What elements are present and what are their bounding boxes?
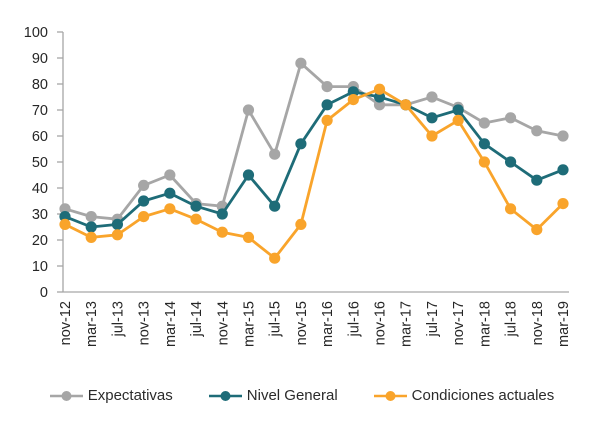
data-point-marker bbox=[400, 99, 412, 111]
y-axis-label: 0 bbox=[40, 285, 48, 301]
data-point-marker bbox=[295, 138, 307, 150]
x-axis-label: nov-16 bbox=[373, 301, 389, 345]
data-point-marker bbox=[269, 200, 281, 212]
legend-label: Nivel General bbox=[246, 387, 338, 404]
data-point-marker bbox=[478, 117, 490, 129]
x-axis-label: mar-15 bbox=[241, 301, 257, 347]
data-point-marker bbox=[216, 208, 228, 220]
legend-line-marker-icon bbox=[373, 390, 407, 402]
x-axis-label: nov-12 bbox=[58, 301, 74, 345]
x-axis-label: jul-16 bbox=[346, 301, 362, 337]
data-point-marker bbox=[59, 203, 71, 215]
data-point-marker bbox=[111, 229, 124, 241]
x-axis-label: mar-14 bbox=[163, 301, 179, 347]
y-axis-label: 40 bbox=[32, 181, 48, 197]
data-point-marker bbox=[347, 94, 359, 106]
legend-line-marker-icon bbox=[49, 390, 83, 402]
data-point-marker bbox=[59, 211, 71, 223]
y-axis-label: 30 bbox=[32, 207, 48, 223]
data-point-marker bbox=[138, 195, 150, 207]
series-line-condiciones-actuales bbox=[63, 87, 565, 260]
data-point-marker bbox=[426, 112, 438, 124]
legend-line-marker-icon bbox=[208, 390, 242, 402]
y-axis-label: 90 bbox=[32, 51, 48, 67]
data-point-marker bbox=[190, 213, 202, 225]
y-axis-label: 10 bbox=[32, 259, 48, 275]
data-point-marker bbox=[557, 130, 569, 142]
y-axis-label: 100 bbox=[24, 25, 48, 41]
x-axis-label: mar-18 bbox=[477, 301, 493, 347]
data-point-marker bbox=[452, 114, 464, 126]
data-point-marker bbox=[478, 156, 490, 168]
data-point-marker bbox=[111, 218, 124, 230]
data-point-marker bbox=[85, 231, 97, 243]
data-point-marker bbox=[216, 226, 228, 238]
data-point-marker bbox=[321, 114, 333, 126]
x-axis-label: jul-17 bbox=[425, 301, 441, 337]
data-point-marker bbox=[321, 81, 333, 93]
x-axis-label: jul-14 bbox=[189, 301, 205, 337]
data-point-marker bbox=[531, 224, 543, 236]
data-point-marker bbox=[531, 174, 543, 186]
legend-item-condiciones-actuales: Condiciones actuales bbox=[373, 387, 555, 404]
x-axis-label: jul-18 bbox=[504, 301, 520, 337]
x-axis-label: nov-13 bbox=[137, 301, 153, 345]
x-axis-label: jul-13 bbox=[110, 301, 126, 337]
data-point-marker bbox=[373, 99, 386, 111]
data-point-marker bbox=[452, 104, 464, 116]
data-point-marker bbox=[59, 218, 71, 230]
legend-item-expectativas: Expectativas bbox=[49, 387, 173, 404]
x-axis-label: mar-16 bbox=[320, 301, 336, 347]
data-point-marker bbox=[164, 187, 176, 199]
chart-legend: Expectativas Nivel General Condiciones act… bbox=[0, 387, 604, 404]
data-point-marker bbox=[347, 86, 359, 98]
data-point-marker bbox=[164, 169, 176, 181]
y-axis-label: 80 bbox=[32, 77, 48, 93]
data-point-marker bbox=[504, 112, 517, 124]
data-point-marker bbox=[138, 179, 150, 191]
x-axis-label: mar-17 bbox=[399, 301, 415, 347]
x-axis-label: jul-15 bbox=[268, 301, 284, 337]
data-point-marker bbox=[504, 203, 517, 215]
x-axis-label: nov-14 bbox=[215, 301, 231, 345]
data-point-marker bbox=[426, 91, 438, 103]
y-axis-label: 70 bbox=[32, 103, 48, 119]
y-axis-label: 50 bbox=[32, 155, 48, 171]
data-point-marker bbox=[504, 156, 517, 168]
legend-item-nivel-general: Nivel General bbox=[208, 387, 338, 404]
data-point-marker bbox=[426, 130, 438, 142]
chart-canvas: 0 10 20 30 40 50 60 70 80 90 100 nov-12 mar-13 jul-13… bbox=[24, 25, 572, 347]
y-axis-label: 60 bbox=[32, 129, 48, 145]
data-point-marker bbox=[557, 198, 569, 210]
data-point-marker bbox=[531, 125, 543, 137]
data-point-marker bbox=[478, 138, 490, 150]
legend-label: Condiciones actuales bbox=[411, 387, 555, 404]
x-axis-label: mar-13 bbox=[84, 301, 100, 347]
data-point-marker bbox=[557, 164, 569, 176]
data-point-marker bbox=[295, 218, 307, 230]
data-point-marker bbox=[190, 200, 202, 212]
data-point-marker bbox=[269, 252, 281, 264]
data-point-marker bbox=[85, 221, 97, 233]
x-axis-label: nov-15 bbox=[294, 301, 310, 345]
x-axis-label: nov-18 bbox=[530, 301, 546, 345]
data-point-marker bbox=[242, 104, 255, 116]
data-point-marker bbox=[269, 148, 281, 160]
data-point-marker bbox=[138, 211, 150, 223]
data-point-marker bbox=[242, 231, 255, 243]
legend-label: Expectativas bbox=[87, 387, 173, 404]
data-point-marker bbox=[85, 211, 97, 223]
y-axis-label: 20 bbox=[32, 233, 48, 249]
data-point-marker bbox=[373, 83, 386, 95]
data-point-marker bbox=[295, 57, 307, 69]
data-point-marker bbox=[164, 203, 176, 215]
data-point-marker bbox=[373, 91, 386, 103]
x-axis-label: nov-17 bbox=[451, 301, 467, 345]
data-point-marker bbox=[242, 169, 255, 181]
x-axis-label: mar-19 bbox=[556, 301, 572, 347]
data-point-marker bbox=[321, 99, 333, 111]
